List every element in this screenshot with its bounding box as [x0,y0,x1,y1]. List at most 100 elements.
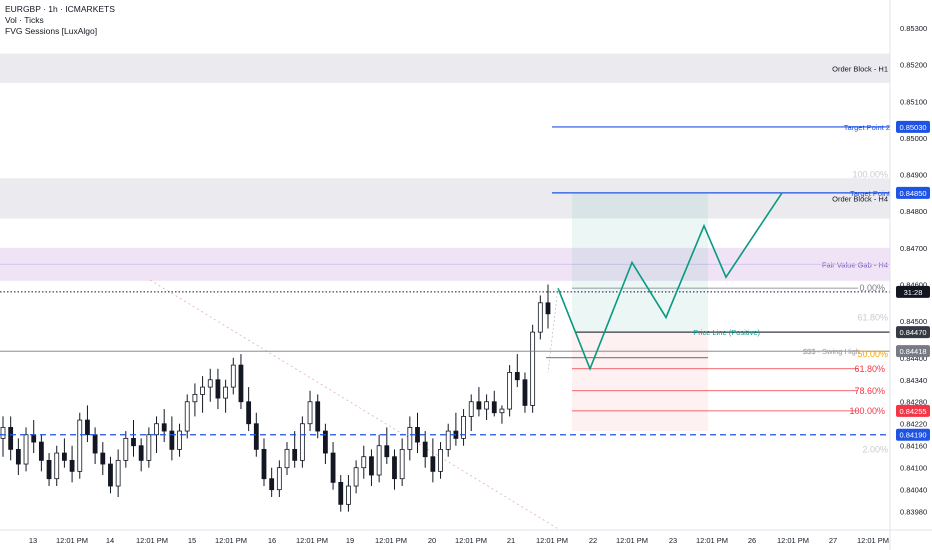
price-tag-label: 0.85030 [899,123,926,132]
x-tick-label: 16 [268,536,276,545]
candle-body [177,430,182,450]
x-tick-label: 21 [507,536,515,545]
price-tag-bg [896,404,930,417]
candle-body [522,379,528,406]
y-tick-label: 0.84100 [900,464,927,473]
candle-body [346,485,351,505]
y-tick-label: 0.84220 [900,420,927,429]
candle-body [0,426,6,439]
price-tag-label: 0.84190 [899,431,926,440]
candle-body [223,386,229,399]
x-tick-label: 12:01 PM [296,536,328,545]
candle-body [376,445,382,476]
candle-body [276,467,282,491]
candle-body [38,441,44,461]
candle-body [476,401,482,410]
x-tick-label: 12:01 PM [215,536,247,545]
candle-body [238,364,244,403]
candle-body [46,459,52,480]
x-tick-label: 26 [748,536,756,545]
x-tick-label: 13 [29,536,37,545]
y-tick-label: 0.84160 [900,442,927,451]
fib-faded-label: 2.00% [862,444,888,454]
candle-body [161,423,167,432]
price-axis-bg [890,0,932,550]
candle-body [484,401,489,410]
y-tick-label: 0.85300 [900,24,927,33]
candle-body [54,452,60,480]
zone-box [0,178,890,219]
candle-body [92,434,98,454]
y-tick-label: 0.84900 [900,171,927,180]
projection-dash [547,288,559,373]
zone-box [0,53,890,83]
candle-body [299,423,305,461]
y-tick-label: 0.84280 [900,398,927,407]
candle-body [537,302,543,333]
candle-body [445,430,451,450]
candle-body [115,459,121,487]
volume-indicator-label[interactable]: Vol · Ticks [5,15,44,25]
zone-label: Fair Value Gab - H4 [822,260,888,269]
candle-body [23,434,29,465]
price-tag-label: 0.84255 [899,407,926,416]
candle-body [269,478,275,491]
price-tag-bg [896,186,930,199]
fib-label: 61.80% [854,364,885,374]
candle-body [8,426,14,450]
candle-body [123,437,129,461]
chart-header: EURGBP · 1h · ICMARKETS Vol · Ticks FVG … [5,4,115,37]
candle-body [69,459,75,472]
level-label: Target Point 2 [844,123,890,132]
y-tick-label: 0.84800 [900,207,927,216]
symbol-title[interactable]: EURGBP · 1h · ICMARKETS [5,4,115,14]
fvg-indicator-label[interactable]: FVG Sessions [LuxAlgo] [5,26,98,36]
candle-body [461,416,466,439]
candle-body [253,423,259,450]
candle-body [438,448,443,472]
x-tick-label: 12:01 PM [696,536,728,545]
zone-label: Order Block - H1 [832,64,888,73]
risk-zone [572,332,708,431]
candle-body [392,456,397,480]
x-tick-label: 12:01 PM [536,536,568,545]
x-tick-label: 12:01 PM [857,536,889,545]
price-tag-bg [896,428,930,441]
candle-body [338,481,344,505]
x-tick-label: 27 [829,536,837,545]
y-tick-label: 0.85100 [900,97,927,106]
candle-body [422,441,428,458]
candle-body [514,372,520,381]
price-tag-bg [896,326,930,339]
x-tick-label: 12:01 PM [455,536,487,545]
fib-label: 78.60% [854,386,885,396]
candle-body [430,456,436,472]
zone-label: Order Block - H4 [832,194,888,203]
x-tick-label: 12:01 PM [616,536,648,545]
x-tick-label: 12:01 PM [56,536,88,545]
candle-body [261,448,267,480]
y-tick-label: 0.84340 [900,376,927,385]
fib-faded-label: 61.80% [857,312,888,322]
projection-path [557,192,783,371]
y-tick-label: 0.84600 [900,280,927,289]
candle-body [369,456,374,476]
y-tick-label: 0.83980 [900,508,927,517]
level-label: Target Point [850,189,891,198]
candle-body [31,434,37,443]
y-tick-label: 0.85000 [900,134,927,143]
price-tag-bg [896,285,930,298]
price-tag-bg [896,120,930,133]
x-tick-label: 23 [669,536,677,545]
candle-body [468,401,474,417]
price-tag-label: 0.84850 [899,189,926,198]
candle-body [499,408,505,414]
candle-body [361,456,367,469]
x-tick-label: 19 [346,536,354,545]
candle-body [292,448,298,461]
candle-body [330,452,336,483]
price-tag-label: 0.84418 [899,347,926,356]
candle-body [184,401,190,432]
